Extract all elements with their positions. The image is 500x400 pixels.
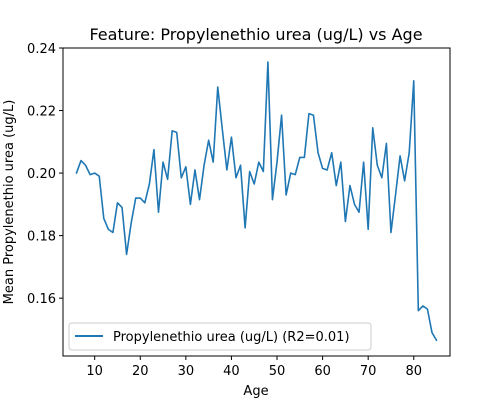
x-tick-label: 40	[223, 364, 240, 379]
y-tick-label: 0.22	[27, 105, 56, 120]
y-tick-label: 0.16	[27, 292, 56, 307]
y-tick-label: 0.24	[27, 42, 56, 57]
legend-box	[68, 322, 372, 351]
y-tick-label: 0.18	[27, 230, 56, 245]
chart-title: Feature: Propylenethio urea (ug/L) vs Ag…	[89, 25, 422, 44]
x-axis-label: Age	[243, 384, 268, 399]
plot-area-frame	[62, 47, 451, 357]
x-tick-label: 20	[132, 364, 149, 379]
legend-label: Propylenethio urea (ug/L) (R2=0.01)	[113, 330, 350, 345]
x-tick-label: 10	[86, 364, 103, 379]
x-tick-label: 50	[269, 364, 286, 379]
x-tick-label: 30	[178, 364, 195, 379]
y-tick-label: 0.20	[27, 167, 56, 182]
series-line-0	[75, 61, 438, 342]
x-tick-label: 70	[360, 364, 377, 379]
y-axis-label: Mean Propylenethio urea (ug/L)	[2, 100, 17, 305]
x-tick-label: 60	[314, 364, 331, 379]
legend: Propylenethio urea (ug/L) (R2=0.01)	[68, 322, 372, 351]
series-layer	[75, 61, 438, 342]
ticks-layer: 10 20 30 40 50 60 70 80 0.16 0.18 0.20 0.22 0.24	[27, 42, 422, 379]
x-tick-label: 80	[405, 364, 422, 379]
